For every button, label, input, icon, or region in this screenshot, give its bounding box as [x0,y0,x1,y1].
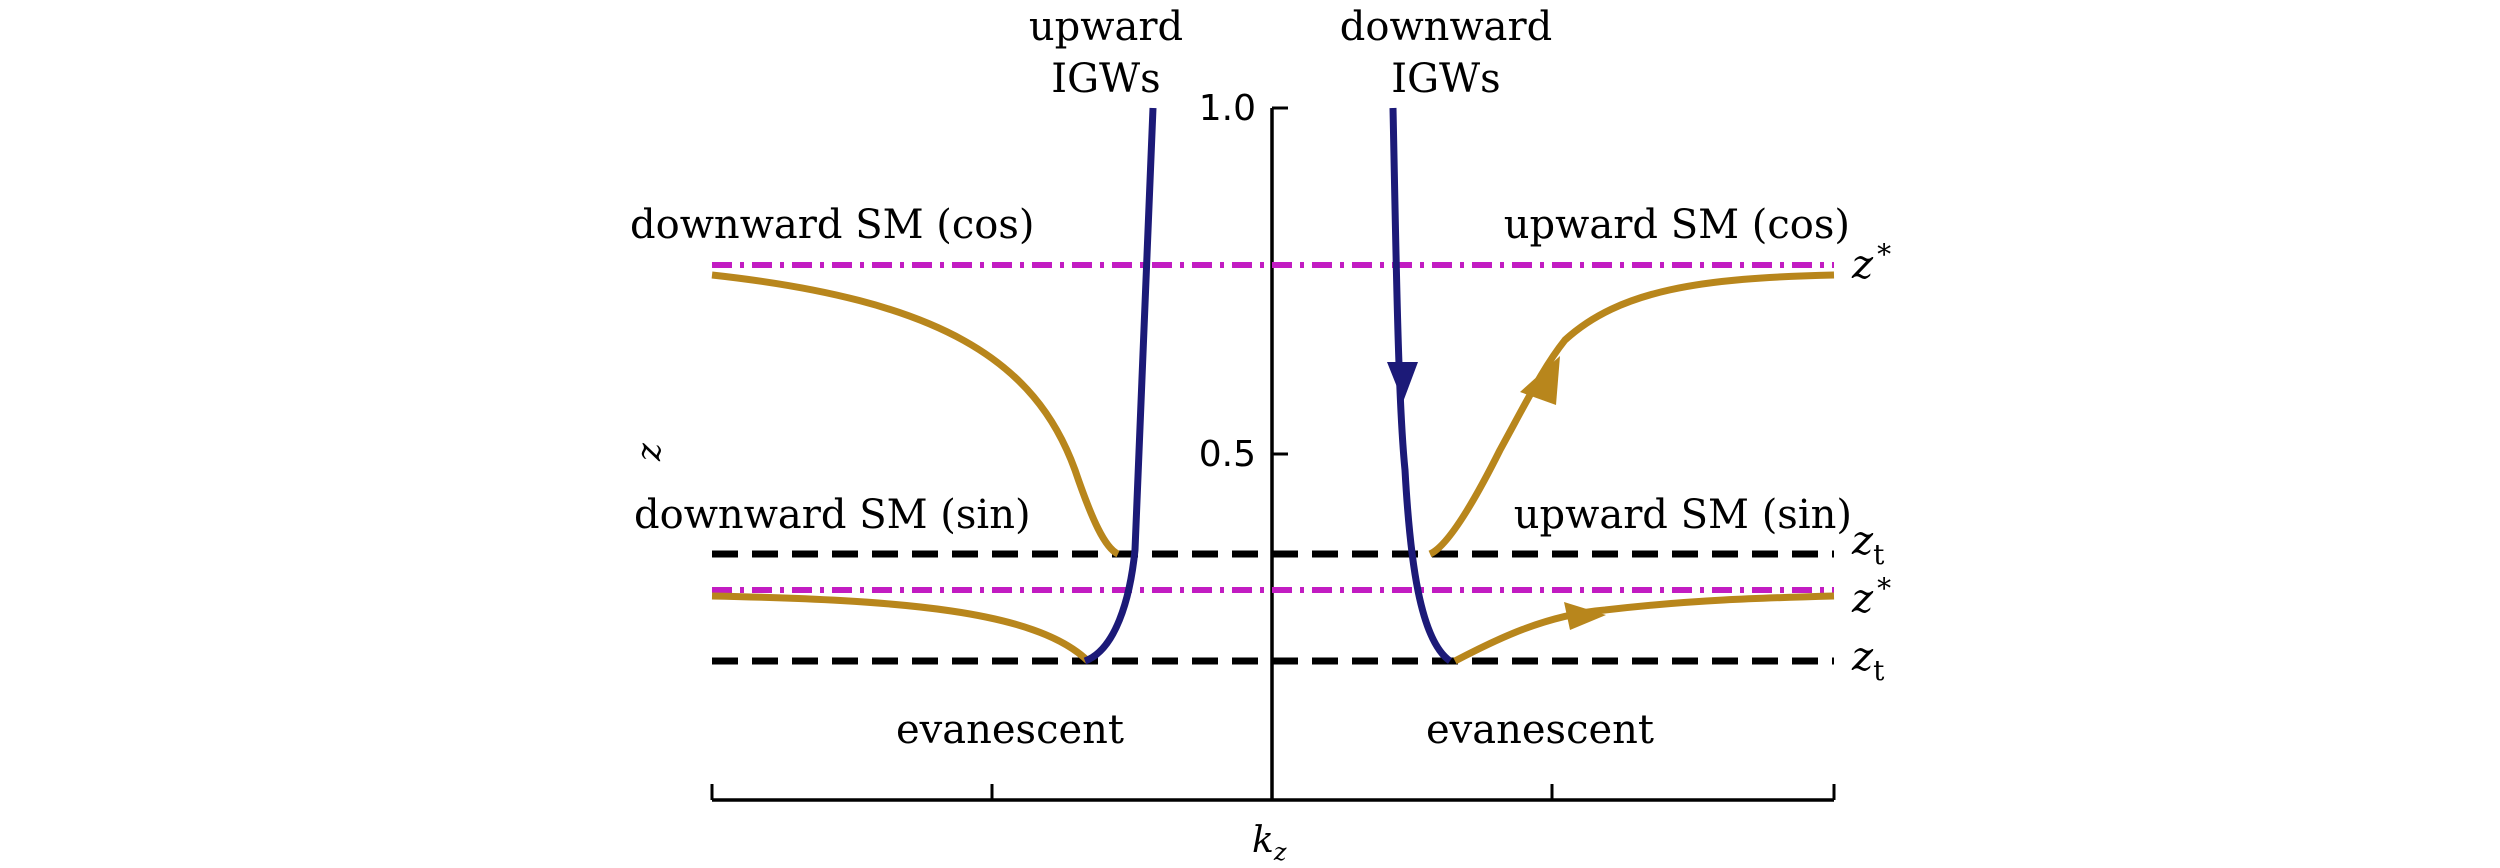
downward-igw-arrowhead [1387,362,1418,402]
x-axis-label: kz [1252,820,1287,866]
evanescent-label-right: evanescent [1426,707,1654,753]
downward-sm-cos-curve [711,271,1120,558]
zt-label-top: zt [1851,518,1885,571]
upward-sm-cos-arrowhead [1520,356,1560,405]
upward-sm-cos-label: upward SM (cos) [1504,202,1850,248]
upward-igw-label-line1: upward [1029,4,1183,50]
downward-sm-sin-label: downward SM (sin) [634,492,1031,538]
upward-sm-cos-curve [1428,271,1835,558]
upward-igw-curve [1083,107,1157,665]
downward-igw-curve [1389,107,1453,664]
upward-igw-label-line2: IGWs [1051,56,1160,102]
y-tick-label-1: 1.0 [1199,88,1256,129]
upward-sm-sin-curve [1453,592,1835,665]
y-axis-label: z [629,442,669,462]
zstar-label-bottom: z * [1851,572,1891,622]
downward-igw-label-line2: IGWs [1391,56,1500,102]
upward-sm-sin-label: upward SM (sin) [1514,492,1852,538]
downward-sm-sin-curve [711,592,1091,664]
zstar-label-top: z * [1851,238,1891,288]
downward-sm-cos-label: downward SM (cos) [630,202,1035,248]
y-tick-label-05: 0.5 [1199,434,1256,475]
zt-label-bottom: zt [1851,634,1885,687]
downward-igw-label-line1: downward [1340,4,1553,50]
upward-sm-sin-arrowhead [1564,602,1606,630]
evanescent-label-left: evanescent [896,707,1124,753]
